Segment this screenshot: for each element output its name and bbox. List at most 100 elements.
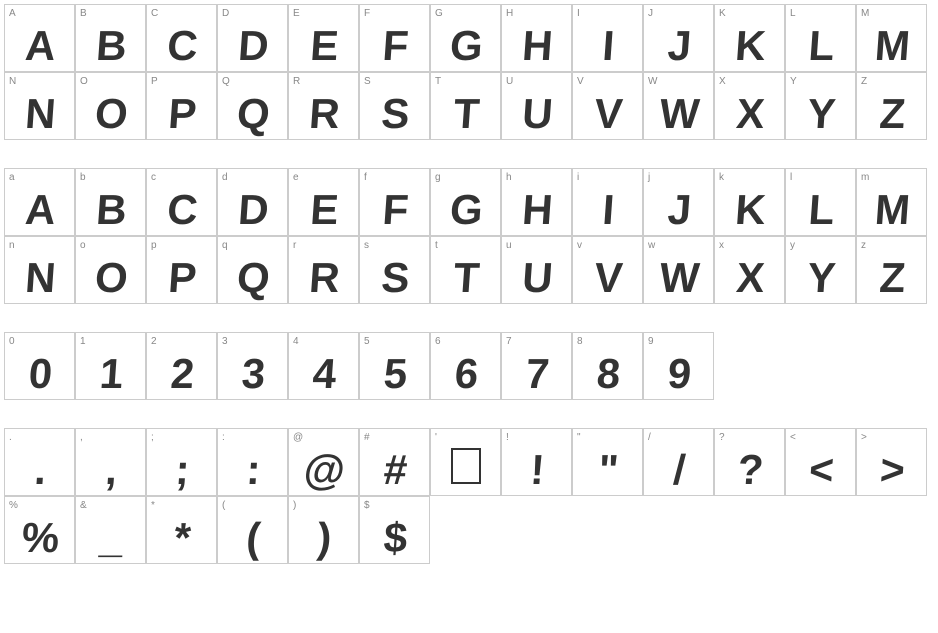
glyph-cell: ;; (146, 428, 217, 496)
cell-glyph: G (448, 189, 483, 231)
chart-section: 00112233445566778899 (4, 332, 934, 400)
glyph-cell: cC (146, 168, 217, 236)
glyph-cell: JJ (643, 4, 714, 72)
glyph-cell: PP (146, 72, 217, 140)
cell-label: v (577, 240, 583, 251)
glyph-cell: $$ (359, 496, 430, 564)
glyph-cell: uU (501, 236, 572, 304)
glyph-cell: hH (501, 168, 572, 236)
missing-glyph-box (451, 448, 481, 484)
cell-glyph: M (873, 189, 910, 231)
glyph-cell: WW (643, 72, 714, 140)
cell-glyph: U (520, 93, 552, 135)
cell-glyph: B (94, 189, 126, 231)
cell-label: 5 (364, 336, 370, 347)
cell-glyph: C (165, 189, 197, 231)
cell-label: g (435, 172, 441, 183)
cell-glyph: 3 (240, 353, 265, 395)
cell-label: f (364, 172, 367, 183)
cell-glyph: K (733, 25, 765, 67)
cell-label: D (222, 8, 230, 19)
glyph-cell: CC (146, 4, 217, 72)
cell-glyph: W (658, 257, 700, 299)
glyph-cell: GG (430, 4, 501, 72)
glyph-cell: RR (288, 72, 359, 140)
cell-label: Z (861, 76, 868, 87)
cell-label: y (790, 240, 796, 251)
cell-glyph: U (520, 257, 552, 299)
cell-label: R (293, 76, 301, 87)
glyph-cell: KK (714, 4, 785, 72)
cell-glyph: F (381, 189, 409, 231)
cell-glyph: _ (98, 517, 123, 559)
cell-glyph: O (93, 93, 128, 135)
glyph-cell: YY (785, 72, 856, 140)
cell-glyph: 8 (595, 353, 620, 395)
glyph-cell: BB (75, 4, 146, 72)
glyph-cell: ZZ (856, 72, 927, 140)
cell-glyph: ( (245, 517, 261, 559)
cell-label: Y (790, 76, 797, 87)
glyph-cell: )) (288, 496, 359, 564)
cell-glyph: J (666, 189, 691, 231)
cell-glyph: R (307, 93, 339, 135)
glyph-cell: gG (430, 168, 501, 236)
chart-row: %%&_**(())$$ (4, 496, 934, 564)
cell-glyph: S (380, 257, 410, 299)
cell-label: 6 (435, 336, 441, 347)
cell-glyph: < (807, 449, 833, 491)
glyph-cell: AA (4, 4, 75, 72)
cell-label: # (364, 432, 370, 443)
cell-label: h (506, 172, 512, 183)
glyph-cell: jJ (643, 168, 714, 236)
cell-label: U (506, 76, 514, 87)
cell-label: ; (151, 432, 154, 443)
cell-glyph: D (236, 189, 268, 231)
glyph-cell: 11 (75, 332, 146, 400)
cell-label: Q (222, 76, 230, 87)
cell-glyph: ! (529, 449, 545, 491)
cell-glyph: X (735, 93, 765, 135)
cell-label: 1 (80, 336, 86, 347)
glyph-cell: zZ (856, 236, 927, 304)
cell-label: E (293, 8, 300, 19)
chart-row: NNOOPPQQRRSSTTUUVVWWXXYYZZ (4, 72, 934, 140)
cell-glyph: S (380, 93, 410, 135)
cell-glyph: % (20, 517, 59, 559)
cell-label: w (648, 240, 656, 251)
cell-label: X (719, 76, 726, 87)
glyph-cell: 77 (501, 332, 572, 400)
cell-glyph: Q (235, 93, 270, 135)
glyph-cell: << (785, 428, 856, 496)
glyph-cell: TT (430, 72, 501, 140)
cell-glyph: " (597, 449, 619, 491)
cell-label: G (435, 8, 443, 19)
cell-glyph: ? (736, 449, 764, 491)
cell-glyph: I (601, 189, 615, 231)
cell-label: 3 (222, 336, 228, 347)
cell-glyph: Q (235, 257, 270, 299)
cell-label: L (790, 8, 796, 19)
glyph-cell: ## (359, 428, 430, 496)
cell-label: z (861, 240, 867, 251)
chart-section: ..,,;;::@@##'!!""//??<<>>%%&_**(())$$ (4, 428, 934, 564)
cell-label: * (151, 500, 155, 511)
glyph-cell: UU (501, 72, 572, 140)
chart-section: aAbBcCdDeEfFgGhHiIjJkKlLmMnNoOpPqQrRsStT… (4, 168, 934, 304)
cell-glyph: K (733, 189, 765, 231)
cell-label: ? (719, 432, 725, 443)
cell-label: N (9, 76, 17, 87)
glyph-cell: ?? (714, 428, 785, 496)
cell-glyph: G (448, 25, 483, 67)
cell-label: : (222, 432, 225, 443)
cell-label: e (293, 172, 299, 183)
cell-glyph: L (807, 25, 835, 67)
cell-label: b (80, 172, 86, 183)
glyph-cell: MM (856, 4, 927, 72)
cell-glyph: J (666, 25, 691, 67)
chart-row: ..,,;;::@@##'!!""//??<<>> (4, 428, 934, 496)
cell-label: V (577, 76, 584, 87)
glyph-cell: sS (359, 236, 430, 304)
cell-glyph: T (452, 257, 480, 299)
glyph-cell: nN (4, 236, 75, 304)
